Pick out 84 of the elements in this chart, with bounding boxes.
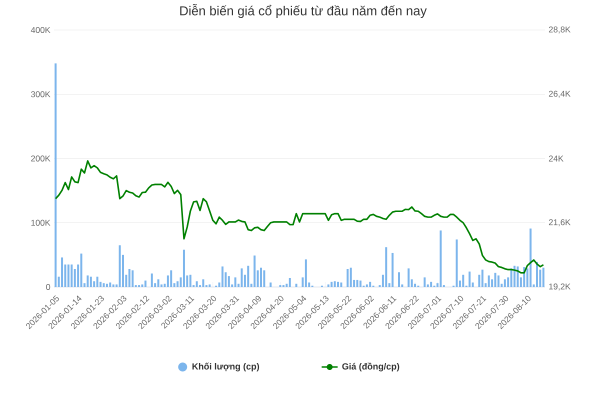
bar [254,256,256,287]
y-tick-label: 100K [31,220,50,226]
bar [86,275,89,287]
bar [150,274,153,287]
bar [208,284,211,287]
bar [346,269,349,287]
bar [109,282,112,287]
bar [141,284,144,287]
bar [247,266,250,287]
bar [414,284,416,287]
bar [385,247,388,287]
bar [488,275,490,287]
bar [182,250,185,287]
chart-title: Diễn biến giá cổ phiếu từ đầu năm đến nay [180,4,427,18]
bar [530,228,532,287]
y2-tick-label: 19,2K [549,284,571,290]
bar [196,281,198,287]
y-tick-label: 300K [31,91,50,98]
bar [340,282,342,287]
y-tick-label: 200K [31,156,50,162]
bar [481,270,484,287]
y2-tick-label: 28,8K [548,26,571,34]
bar [369,282,372,287]
bar [106,284,108,287]
y2-tick-label: 26,4K [548,90,571,98]
bar [132,270,134,287]
bar [263,270,266,287]
bar [80,254,82,287]
bar [234,277,236,287]
bar [260,268,262,287]
bar [536,262,538,287]
y2-tick-label: 24K [548,156,564,162]
bar [295,284,298,287]
bar [398,272,400,287]
bar [456,239,458,287]
bar [189,274,192,287]
bar [128,269,130,287]
bar [157,279,160,287]
bar [90,276,92,287]
y-tick-label: 0 [46,284,50,290]
bar [408,268,410,287]
bar [70,264,73,287]
bar [424,277,426,287]
y-tick-label: 400K [30,27,50,33]
bar [54,63,57,287]
bar [337,282,340,287]
bar [468,272,471,287]
bar [430,282,432,287]
bar [356,280,358,287]
bar [221,266,224,287]
legend-label: Giá (đồng/cp) [342,362,400,372]
bar [494,272,496,287]
bar [112,284,114,287]
legend-label: Khối lượng (cp) [192,362,260,372]
bar [497,275,500,287]
bar [228,276,230,287]
bar [334,281,336,287]
bar [359,280,362,287]
bar [350,268,352,287]
bar [504,279,506,287]
bar [366,284,368,287]
bar [516,266,519,287]
bar [96,276,98,287]
bar [202,279,204,287]
bar [514,266,516,287]
bar [510,268,512,287]
bar [240,268,243,287]
bar [330,282,333,287]
bar [288,278,291,287]
bar [144,280,146,287]
bar [170,270,172,287]
bar [61,257,64,287]
bar [102,283,105,287]
bar [462,274,464,287]
bar [270,282,272,287]
bar [542,268,544,287]
bar [440,230,442,287]
bar [304,259,307,287]
bar [176,281,179,287]
bar [118,245,121,287]
y2-tick-label: 21,6K [548,219,571,226]
bar [392,252,394,287]
bar [67,264,70,287]
bar [327,284,330,287]
